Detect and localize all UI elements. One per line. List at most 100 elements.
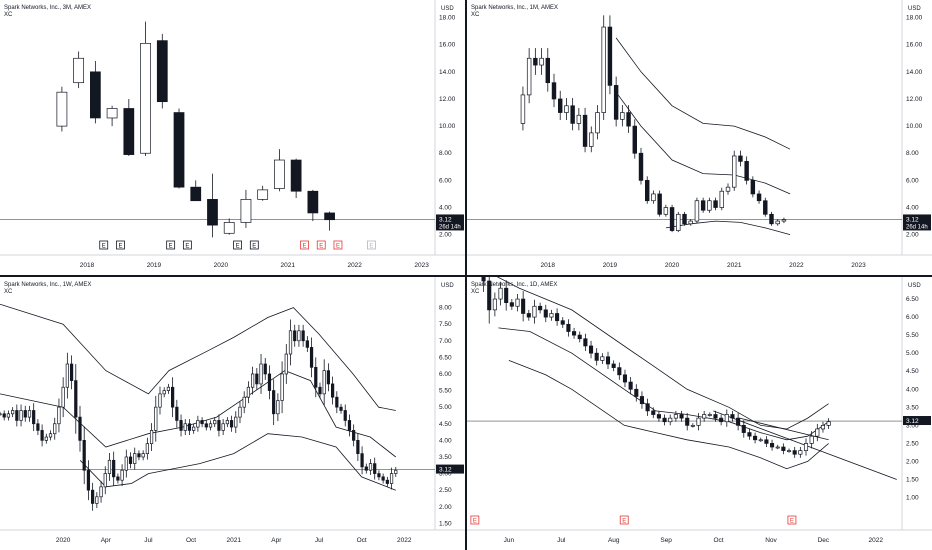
- chart-pane-1w[interactable]: Spark Networks, Inc., 1W, AMEX XC USD 1.50 2…: [0, 277, 465, 550]
- candle-body: [190, 186, 202, 202]
- candle-body: [200, 420, 204, 425]
- candle-body: [112, 459, 116, 478]
- time-tick-label: Dec: [818, 537, 830, 544]
- candle-body: [309, 347, 314, 368]
- time-tick-label: 2022: [347, 262, 362, 269]
- candle-body: [171, 386, 175, 408]
- candle-body: [632, 125, 638, 154]
- candle-body: [753, 435, 758, 441]
- candle-body: [32, 410, 36, 425]
- candle-body: [626, 112, 631, 127]
- candle-body: [103, 473, 107, 488]
- candle-body: [668, 417, 673, 423]
- candle-body: [481, 277, 486, 282]
- earnings-event-marker: [367, 240, 376, 250]
- earnings-event-label: E: [236, 244, 240, 250]
- price-tick-label: 3.00: [906, 422, 919, 429]
- candle-body: [73, 57, 85, 84]
- candle-body: [183, 423, 187, 431]
- candle-body: [2, 413, 6, 418]
- candle-body: [570, 105, 575, 124]
- pane-divider-vertical[interactable]: [465, 0, 467, 550]
- candle-body: [69, 363, 74, 381]
- candle-body: [764, 439, 769, 444]
- time-tick-label: 2023: [414, 262, 429, 269]
- price-tick-label: 4.00: [906, 386, 919, 393]
- candle-body: [204, 423, 208, 428]
- last-price-value: 3.12: [906, 216, 919, 223]
- time-tick-label: Sep: [660, 537, 672, 544]
- candle-body: [533, 57, 538, 66]
- candle-body: [583, 338, 588, 347]
- candle-body: [617, 367, 622, 376]
- candle-body: [651, 410, 656, 415]
- chart-pane-3m[interactable]: Spark Networks, Inc., 3M, AMEX XC USD 2.00 4…: [0, 0, 465, 275]
- candle-body: [738, 155, 743, 162]
- candle-body: [526, 57, 532, 96]
- candle-body: [498, 287, 503, 300]
- candle-body: [107, 459, 112, 474]
- candle-body: [82, 440, 86, 471]
- candle-body: [620, 112, 625, 120]
- candle-body: [280, 373, 284, 401]
- candle-body: [133, 453, 137, 464]
- earnings-event-label: E: [185, 244, 189, 250]
- candle-body: [487, 280, 492, 311]
- candle-body: [676, 213, 681, 231]
- candle-body: [521, 298, 526, 314]
- candle-body: [27, 410, 32, 418]
- candle-body: [663, 207, 669, 215]
- candle-body: [23, 410, 27, 418]
- candle-body: [657, 193, 662, 215]
- candle-body: [156, 40, 168, 103]
- chart-pane-1d[interactable]: Spark Networks, Inc., 1D, AMEX XC USD 1.00 1…: [467, 277, 932, 550]
- price-tick-label: 8.00: [439, 305, 452, 312]
- candle-body: [145, 443, 149, 454]
- earnings-event-marker: [116, 240, 125, 250]
- time-tick-label: 2023: [851, 262, 866, 269]
- band-lower-line: [508, 360, 829, 470]
- time-tick-label: 2018: [80, 262, 95, 269]
- candle-body: [758, 439, 763, 442]
- price-tick-label: 1.00: [906, 495, 919, 502]
- candle-body: [40, 430, 44, 441]
- time-tick-label: Oct: [357, 537, 367, 544]
- candle-body: [775, 446, 780, 449]
- price-tick-label: 1.50: [439, 520, 452, 527]
- time-tick-label: 2020: [56, 537, 71, 544]
- candle-body: [770, 443, 775, 448]
- candle-body: [44, 436, 48, 441]
- candle-body: [545, 57, 550, 84]
- price-tick-label: 18.00: [906, 15, 923, 22]
- candle-body: [551, 82, 557, 100]
- chart-pane-1m[interactable]: Spark Networks, Inc., 1M, AMEX XC USD 2.00 4…: [467, 0, 932, 275]
- earnings-event-marker: [233, 240, 242, 250]
- candle-body: [564, 105, 569, 113]
- candle-body: [347, 420, 352, 431]
- price-tick-label: 7.50: [439, 321, 452, 328]
- candle-body: [267, 373, 272, 391]
- candle-body: [318, 386, 322, 395]
- candle-body: [750, 180, 756, 195]
- candle-body: [36, 423, 40, 431]
- candle-body: [74, 380, 78, 418]
- symbol-label: XC: [471, 12, 480, 18]
- candle-body: [225, 420, 229, 425]
- candle-body: [639, 396, 644, 405]
- candle-body: [89, 71, 101, 119]
- price-tick-label: 1.50: [906, 476, 919, 483]
- candle-body: [638, 152, 644, 181]
- last-price-value: 3.12: [439, 216, 452, 223]
- earnings-event-label: E: [102, 244, 106, 250]
- candle-body: [255, 373, 259, 385]
- candle-body: [645, 403, 650, 412]
- candle-body: [543, 309, 548, 318]
- candle-body: [86, 469, 91, 491]
- candle-body: [330, 383, 335, 398]
- time-tick-label: 2021: [226, 537, 241, 544]
- candle-body: [549, 313, 554, 318]
